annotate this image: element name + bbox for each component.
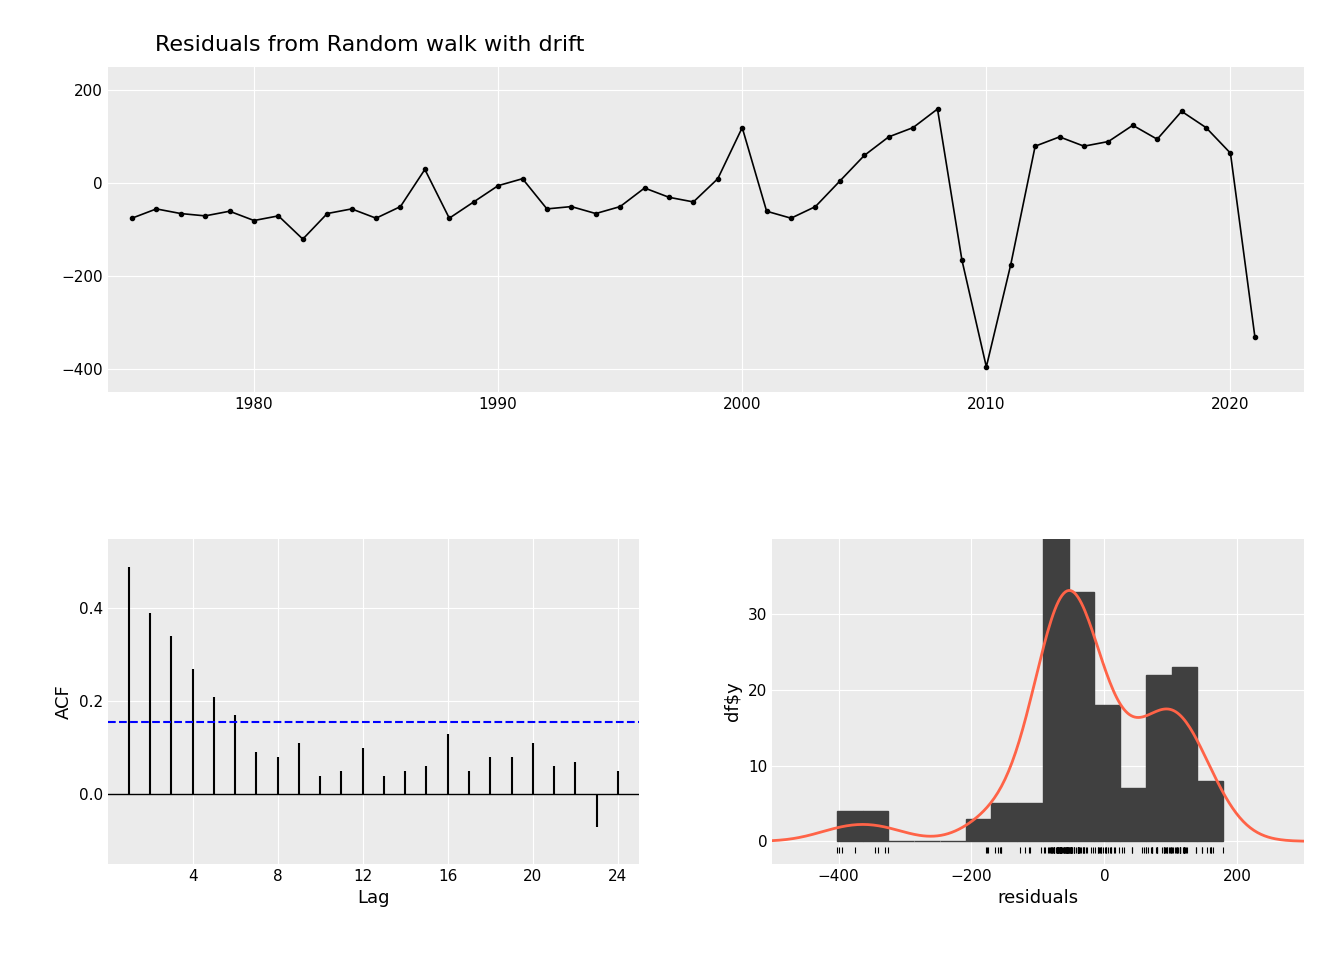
Bar [1120, 788, 1146, 841]
X-axis label: residuals: residuals [997, 889, 1078, 907]
Bar [992, 804, 1017, 841]
Bar [1043, 418, 1068, 841]
Text: Residuals from Random walk with drift: Residuals from Random walk with drift [156, 35, 585, 55]
Bar [1094, 706, 1120, 841]
Bar [1017, 804, 1043, 841]
Bar [1198, 780, 1223, 841]
X-axis label: Lag: Lag [358, 889, 390, 907]
Bar [863, 811, 888, 841]
Y-axis label: df$y: df$y [724, 682, 742, 721]
Bar [837, 811, 863, 841]
Bar [1068, 591, 1094, 841]
Bar [1146, 675, 1172, 841]
Bar [1172, 667, 1198, 841]
Y-axis label: ACF: ACF [55, 684, 73, 719]
Bar [965, 819, 992, 841]
